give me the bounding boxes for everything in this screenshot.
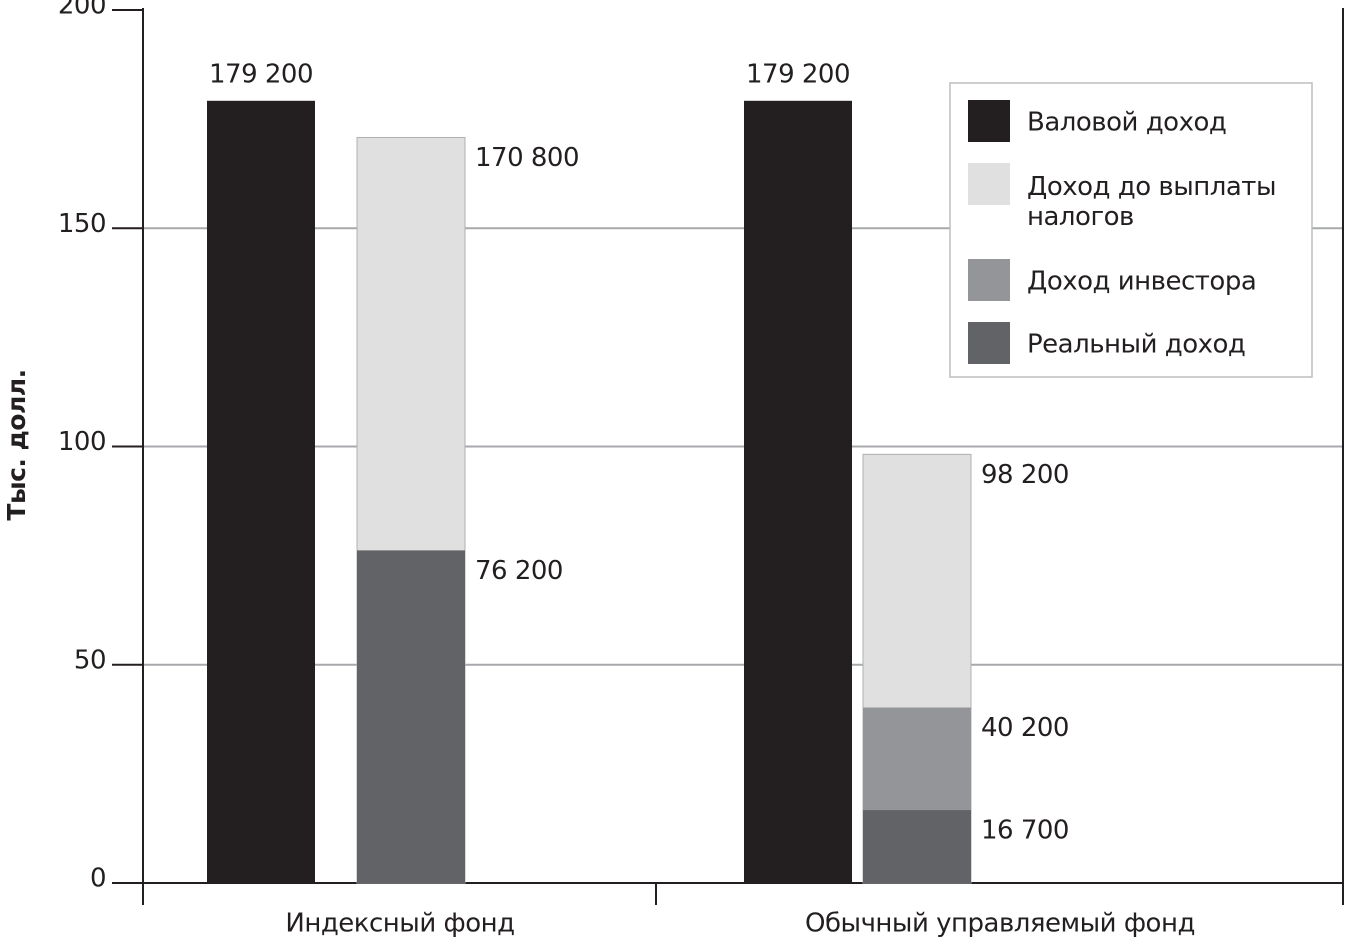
- y-tick-label: 0: [90, 864, 106, 894]
- value-label: 179 200: [209, 59, 313, 89]
- legend-swatch: [968, 259, 1010, 301]
- bar: [357, 550, 465, 883]
- value-label: 179 200: [746, 59, 850, 89]
- legend-label: Доход инвестора: [1027, 267, 1256, 297]
- y-tick-label: 150: [58, 209, 106, 239]
- legend-swatch: [968, 322, 1010, 364]
- legend-swatch: [968, 163, 1010, 205]
- legend-swatch: [968, 100, 1010, 142]
- bar: [744, 100, 852, 884]
- value-label: 76 200: [475, 556, 563, 586]
- y-tick-label: 100: [58, 427, 106, 457]
- value-label: 16 700: [981, 816, 1069, 846]
- bar: [207, 100, 315, 884]
- x-tick-label: Обычный управляемый фонд: [805, 909, 1195, 939]
- bar: [863, 810, 971, 883]
- legend-label: Реальный доход: [1027, 330, 1245, 360]
- legend-label: Доход до выплаты налогов: [1027, 172, 1276, 232]
- y-axis-label: Тыс. долл.: [2, 369, 31, 520]
- x-tick-label: Индексный фонд: [285, 909, 514, 939]
- y-tick-label: 50: [74, 645, 106, 675]
- value-label: 98 200: [981, 460, 1069, 490]
- value-label: 170 800: [475, 143, 579, 173]
- value-label: 40 200: [981, 713, 1069, 743]
- legend-label: Валовой доход: [1027, 108, 1226, 138]
- legend-box: [949, 82, 1313, 378]
- y-tick-label: 200: [58, 0, 106, 21]
